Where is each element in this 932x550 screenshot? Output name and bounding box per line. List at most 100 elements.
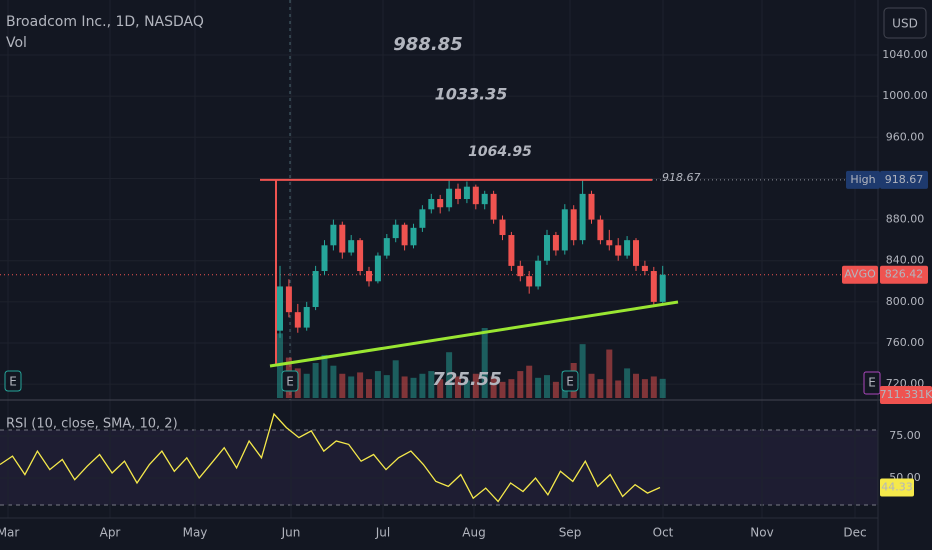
volume-bar	[544, 375, 550, 398]
candle-body	[348, 240, 355, 253]
earnings-icon[interactable]: E	[281, 370, 299, 392]
candle-body	[330, 224, 337, 246]
high-label-bg	[846, 170, 880, 189]
candle-body	[294, 312, 301, 328]
last-symbol: AVGO	[844, 268, 876, 281]
volume-bar	[428, 371, 435, 398]
candle-body	[410, 227, 417, 246]
volume-bar	[633, 373, 639, 398]
volume-bar	[455, 376, 461, 398]
volume-bar	[615, 380, 622, 398]
annotation: 988.85	[393, 34, 462, 55]
candle-body	[641, 265, 648, 272]
volume-bar	[624, 368, 631, 398]
candle-body	[339, 224, 346, 253]
candle-body	[561, 209, 568, 251]
annotation: 1033.35	[435, 85, 508, 104]
volume-bar	[499, 381, 506, 398]
earnings-icon[interactable]: E	[561, 370, 579, 392]
candle-body	[437, 199, 444, 208]
candle-body	[633, 240, 639, 266]
svg-text:E: E	[286, 375, 294, 389]
volume-bar	[588, 373, 595, 398]
svg-text:E: E	[9, 375, 17, 389]
volume-bar	[392, 360, 399, 398]
currency-button[interactable]	[883, 7, 927, 39]
volume-bar	[410, 377, 417, 398]
volume-bar	[463, 380, 470, 398]
rsi-last: 44.33	[881, 481, 913, 494]
currency-label: USD	[892, 17, 918, 31]
volume-bar	[579, 344, 586, 398]
volume-bar	[437, 379, 444, 398]
x-tick-label: Jul	[375, 526, 390, 540]
candle-body	[499, 219, 506, 236]
candle-body	[508, 235, 515, 266]
volume-bar	[526, 365, 533, 398]
volume-bar	[641, 379, 648, 398]
candle-body	[392, 224, 399, 239]
volume-bar	[508, 379, 515, 398]
y-tick-label: 840.00	[886, 254, 925, 267]
candle-body	[552, 235, 559, 251]
volume-bar	[481, 328, 488, 398]
earnings-icon[interactable]: E	[863, 371, 881, 395]
volume-bar	[446, 352, 453, 398]
x-tick-label: Jun	[281, 526, 301, 540]
candle-body	[659, 274, 666, 302]
x-tick-label: Dec	[843, 526, 866, 540]
candle-body	[419, 209, 426, 228]
volume-bar	[606, 349, 613, 398]
candle-body	[312, 271, 319, 308]
candle-body	[446, 188, 453, 208]
volume-label: Vol	[6, 35, 27, 51]
candle-body	[579, 193, 586, 241]
candle-body	[303, 307, 310, 328]
candle-body	[321, 245, 328, 272]
volume-bar	[357, 372, 364, 398]
volume-bar	[490, 376, 497, 398]
candle-body	[357, 240, 364, 272]
x-tick-label: Sep	[559, 526, 582, 540]
candle-body	[490, 193, 497, 220]
chart-title: Broadcom Inc., 1D, NASDAQ	[6, 14, 204, 30]
volume-bar	[401, 376, 408, 398]
volume-bar	[650, 376, 657, 398]
volume-bar	[383, 375, 390, 398]
last-symbol-bg	[842, 265, 878, 284]
candle-body	[597, 219, 604, 241]
y-tick-label: 1000.00	[882, 89, 928, 102]
volume-bar	[339, 373, 346, 398]
candle-body	[374, 255, 381, 282]
volume-bar	[597, 379, 604, 398]
volume-bar	[312, 363, 319, 398]
volume-bar	[374, 371, 381, 398]
candle-body	[401, 224, 408, 246]
candle-body	[285, 286, 292, 313]
candle-body	[383, 238, 390, 256]
candle-body	[650, 271, 657, 302]
candle-body	[570, 209, 577, 241]
volume-bar	[552, 381, 559, 398]
candle-body	[463, 186, 470, 200]
candle-body	[615, 245, 622, 256]
volume-bar	[419, 373, 426, 398]
rsi-last-bg	[880, 478, 914, 497]
volume-bar	[535, 377, 542, 398]
high-label: High	[850, 173, 875, 186]
x-tick-label: Aug	[462, 526, 485, 540]
x-tick-label: May	[183, 526, 208, 540]
volume-bar	[303, 373, 310, 398]
rsi-line	[0, 412, 661, 503]
candle-body	[535, 260, 542, 287]
last-value: 826.42	[885, 268, 924, 281]
trend-line	[269, 300, 679, 368]
candle-body	[526, 276, 533, 287]
volume-bar	[659, 378, 666, 398]
volume-badge-bg	[880, 386, 932, 404]
candle-body	[544, 235, 550, 261]
svg-text:E: E	[868, 376, 876, 390]
level-label: 918.67	[662, 171, 701, 184]
candle-body	[366, 271, 372, 282]
earnings-icon[interactable]: E	[4, 370, 22, 392]
